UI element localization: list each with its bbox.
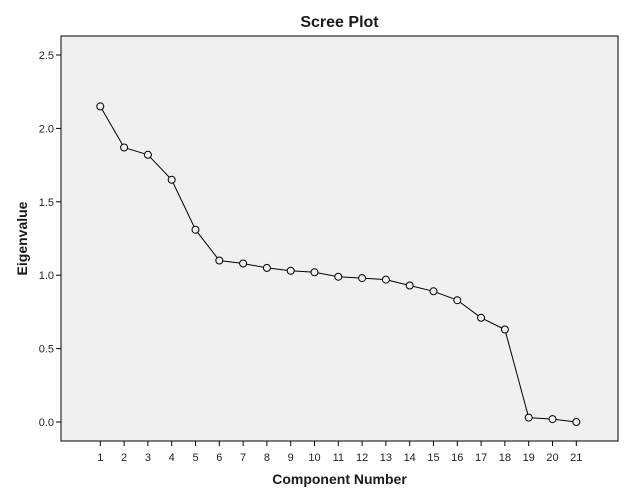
x-tick-label: 6 (216, 452, 222, 464)
x-tick-label: 1 (97, 452, 103, 464)
data-point-marker (120, 143, 129, 152)
x-tick-label: 18 (499, 452, 511, 464)
data-point-marker (167, 175, 176, 184)
y-axis: 0.0 0.5 1.0 1.5 2.0 2.5 (39, 50, 61, 429)
data-point-marker (239, 259, 248, 268)
x-tick-label: 3 (145, 452, 151, 464)
data-point-marker (143, 150, 152, 159)
data-point-marker (262, 263, 271, 272)
data-point-marker (453, 296, 462, 305)
x-tick-label: 17 (475, 452, 487, 464)
x-axis-title: Component Number (272, 471, 407, 487)
plot-area (60, 35, 619, 442)
data-point-marker (215, 256, 224, 265)
y-tick-label: 2.5 (39, 50, 54, 62)
y-tick-label: 0.5 (39, 344, 54, 356)
x-tick-label: 9 (288, 452, 294, 464)
data-point-marker (191, 225, 200, 234)
data-point-marker (572, 418, 581, 426)
x-tick-label: 5 (192, 452, 198, 464)
x-tick-label: 21 (570, 452, 582, 464)
x-tick-label: 11 (333, 452, 344, 464)
data-point-marker (310, 268, 319, 277)
x-tick-label: 20 (546, 452, 558, 464)
x-tick-label: 8 (264, 452, 270, 464)
chart-title: Scree Plot (300, 14, 379, 31)
x-tick-label: 13 (380, 452, 392, 464)
data-point-marker (429, 287, 438, 296)
data-point-marker (334, 272, 343, 281)
x-tick-label: 10 (308, 452, 320, 464)
x-tick-label: 7 (240, 452, 246, 464)
data-point-marker (548, 415, 557, 424)
x-tick-label: 19 (523, 452, 535, 464)
data-point-marker (500, 325, 509, 334)
data-point-marker (405, 281, 414, 290)
x-tick-label: 15 (427, 452, 439, 464)
y-tick-label: 2.0 (39, 123, 54, 135)
y-tick-label: 1.0 (39, 270, 54, 282)
data-point-marker (358, 274, 367, 283)
x-tick-label: 12 (356, 452, 368, 464)
x-tick-label: 4 (169, 452, 175, 464)
x-tick-label: 14 (404, 452, 416, 464)
x-axis: 1 2 3 4 5 6 7 8 9 10 11 12 13 14 15 16 17 18 19 20 21 (97, 441, 582, 464)
y-axis-title: Eigenvalue (14, 201, 30, 275)
y-tick-label: 1.5 (39, 197, 54, 209)
data-point-marker (477, 313, 486, 322)
data-point-marker (96, 102, 105, 111)
y-tick-label: 0.0 (39, 417, 54, 429)
data-point-marker (381, 275, 390, 284)
x-tick-label: 16 (451, 452, 463, 464)
x-tick-label: 2 (121, 452, 127, 464)
data-point-marker (524, 413, 533, 422)
data-markers (96, 102, 581, 426)
data-point-marker (286, 266, 295, 275)
